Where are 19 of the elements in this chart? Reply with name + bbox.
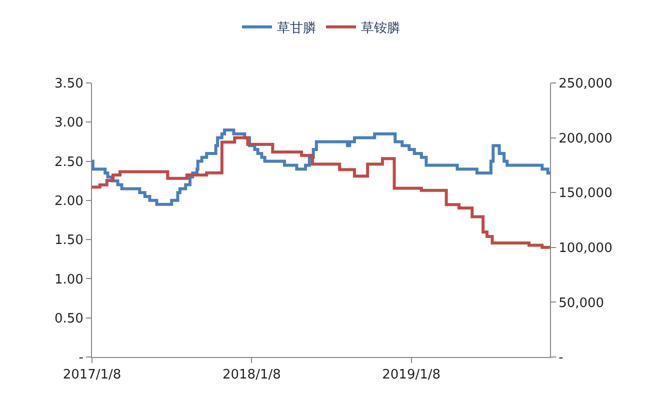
y2-tick-label: -: [558, 350, 564, 366]
y-tick-label: -: [78, 350, 84, 366]
x-tick-label: 2018/1/8: [222, 368, 281, 383]
y2-tick-label: 250,000: [558, 76, 612, 92]
y-tick-label: 0.50: [54, 311, 84, 326]
y-tick-label: 2.00: [54, 194, 84, 209]
y-tick-label: 1.00: [54, 272, 84, 288]
y-tick-label: 2.50: [54, 154, 84, 170]
y2-tick-label: 100,000: [558, 240, 612, 256]
y2-tick-label: 200,000: [558, 131, 612, 146]
y-tick-label: 3.50: [54, 76, 84, 92]
y-tick-label: 1.50: [54, 233, 84, 248]
x-tick-label: 2019/1/8: [382, 368, 441, 383]
y-tick-label: 3.00: [54, 116, 84, 131]
legend-label: 草铵膦: [361, 20, 400, 36]
x-tick-label: 2017/1/8: [62, 368, 122, 383]
legend-label: 草甘膦: [277, 20, 316, 36]
y2-tick-label: 150,000: [558, 186, 612, 202]
y2-tick-label: 50,000: [558, 296, 604, 311]
